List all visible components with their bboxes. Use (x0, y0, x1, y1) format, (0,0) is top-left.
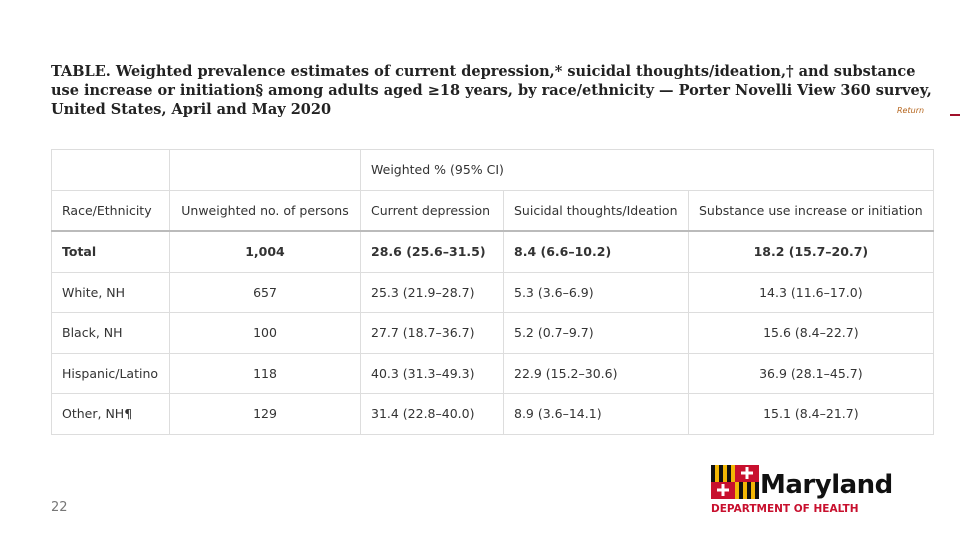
table-cell: 8.9 (3.6–14.1) (503, 393, 689, 435)
column-header: Suicidal thoughts/Ideation (503, 189, 689, 232)
table-cell: 15.6 (8.4–22.7) (688, 312, 934, 354)
table-cell: 1,004 (169, 230, 361, 273)
table-cell: 27.7 (18.7–36.7) (360, 312, 504, 354)
table-cell: 5.2 (0.7–9.7) (503, 312, 689, 354)
table-cell: 5.3 (3.6–6.9) (503, 271, 689, 313)
logo-subtitle: DEPARTMENT OF HEALTH (711, 503, 859, 515)
table-cell: 100 (169, 312, 361, 354)
data-table: Weighted % (95% CI) Race/Ethnicity Unweigh… (51, 149, 934, 435)
table-row: White, NH 657 25.3 (21.9–28.7) 5.3 (3.6–6.9… (51, 271, 934, 313)
table-cell: 25.3 (21.9–28.7) (360, 271, 504, 313)
table-row: Hispanic/Latino 118 40.3 (31.3–49.3) 22.9 (… (51, 352, 934, 394)
group-header: Weighted % (95% CI) (360, 149, 934, 191)
table-cell: 14.3 (11.6–17.0) (688, 271, 934, 313)
table-cell: 15.1 (8.4–21.7) (688, 393, 934, 435)
column-header: Substance use increase or initiation (688, 189, 934, 232)
table-cell: 22.9 (15.2–30.6) (503, 352, 689, 394)
logo-name: Maryland (760, 470, 893, 500)
table-cell: 36.9 (28.1–45.7) (688, 352, 934, 394)
header-row: Race/Ethnicity Unweighted no. of persons C… (51, 189, 934, 232)
table-row: Total 1,004 28.6 (25.6–31.5) 8.4 (6.6–10.2)… (51, 230, 934, 273)
header-cell (51, 149, 170, 191)
logo-flag (711, 465, 759, 499)
table-cell: 18.2 (15.7–20.7) (688, 230, 934, 273)
table-cell: 40.3 (31.3–49.3) (360, 352, 504, 394)
table-row: Black, NH 100 27.7 (18.7–36.7) 5.2 (0.7–9.7… (51, 312, 934, 354)
column-header: Race/Ethnicity (51, 189, 170, 232)
header-row: Weighted % (95% CI) (51, 149, 934, 191)
table-cell: 8.4 (6.6–10.2) (503, 230, 689, 273)
table-cell: White, NH (51, 271, 170, 313)
table-cell: 118 (169, 352, 361, 394)
table-cell: 31.4 (22.8–40.0) (360, 393, 504, 435)
page-number: 22 (51, 500, 68, 515)
table-cell: 28.6 (25.6–31.5) (360, 230, 504, 273)
accent-line (950, 114, 960, 116)
return-link[interactable]: Return (897, 106, 925, 115)
table-title: TABLE. Weighted prevalence estimates of … (51, 63, 932, 118)
column-header: Unweighted no. of persons (169, 189, 361, 232)
table-cell: Other, NH¶ (51, 393, 170, 435)
table-row: Other, NH¶ 129 31.4 (22.8–40.0) 8.9 (3.6–14… (51, 393, 934, 435)
table-cell: Black, NH (51, 312, 170, 354)
header-cell (169, 149, 361, 191)
table-cell: 657 (169, 271, 361, 313)
column-header: Current depression (360, 189, 504, 232)
table-cell: 129 (169, 393, 361, 435)
table-cell: Hispanic/Latino (51, 352, 170, 394)
table-cell: Total (51, 230, 170, 273)
